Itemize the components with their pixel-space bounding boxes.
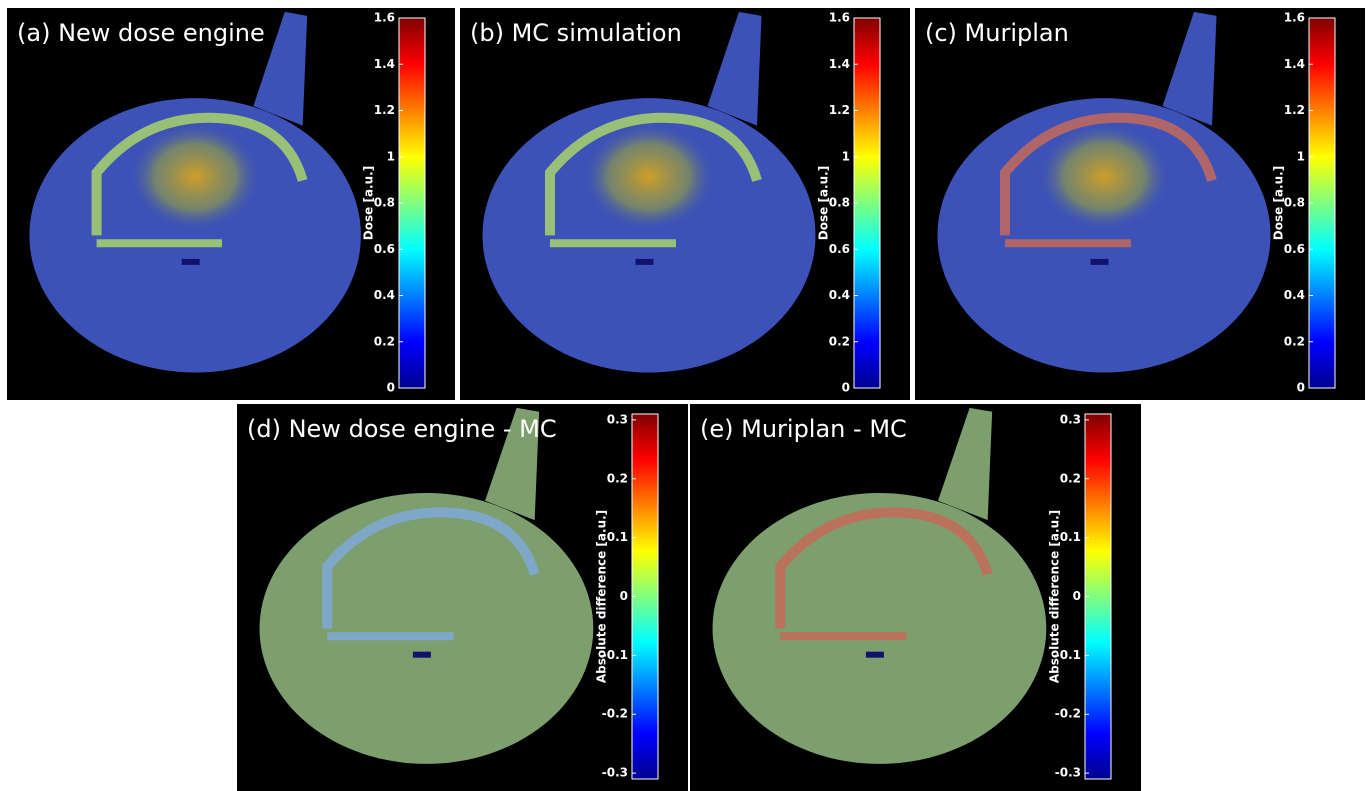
panel: (c) Muriplan 0 0.2 0.4 0.6 0.8 1 1.2 1.4 1.6 Dose … (915, 8, 1365, 400)
colorbar-tick-label: 0.4 (1284, 288, 1305, 302)
colorbar-tick-label: 1.6 (374, 11, 395, 25)
colorbar-tick-label: 0.2 (1284, 334, 1305, 348)
colorbar-label: Absolute difference [a.u.] (1048, 510, 1062, 683)
colorbar-tick-label: 0.8 (1284, 196, 1305, 210)
colorbar-tick-label: 1.2 (1284, 103, 1305, 117)
colorbar-tick-label: 0.8 (374, 196, 395, 210)
colorbar-tick-label: 1.6 (1284, 11, 1305, 25)
colorbar-label: Dose [a.u.] (817, 166, 831, 240)
colorbar-tick-label: 0.8 (829, 196, 850, 210)
colorbar-tick-label: 1.4 (1284, 57, 1305, 71)
colorbar-tick-label: 0 (387, 381, 395, 395)
colorbar-tick-label: 0.3 (1060, 412, 1081, 426)
head (713, 493, 1047, 764)
panel-title: (e) Muriplan - MC (700, 415, 907, 443)
colorbar-tick-label: 1.2 (374, 103, 395, 117)
colorbar-tick-label: 0.2 (1060, 471, 1081, 485)
cavity (182, 259, 200, 265)
colorbar-tick-label: 0.4 (374, 288, 395, 302)
dose-core (128, 122, 262, 232)
colorbar-tick-label: 0.2 (829, 334, 850, 348)
panel-title: (c) Muriplan (925, 19, 1069, 47)
panel: (d) New dose engine - MC-0.3-0.2-0.100.1… (237, 404, 688, 791)
colorbar-tick-label: 1.2 (829, 103, 850, 117)
colorbar-tick-label: -0.2 (602, 707, 628, 721)
colorbar-tick-label: 0.2 (607, 471, 628, 485)
colorbar-tick-label: 0.6 (829, 242, 850, 256)
colorbar-tick-label: 0 (1073, 589, 1081, 603)
colorbar-tick-label: 1 (1297, 149, 1305, 163)
dose-core (582, 122, 717, 232)
head (260, 493, 594, 764)
colorbar-tick-label: 1.4 (374, 57, 395, 71)
colorbar-label: Dose [a.u.] (362, 166, 376, 240)
panel-title: (d) New dose engine - MC (247, 415, 557, 443)
colorbar-tick-label: 0 (620, 589, 628, 603)
colorbar-tick-label: 0 (842, 381, 850, 395)
colorbar-tick-label: 0.1 (607, 530, 628, 544)
colorbar-tick-label: 0.3 (607, 412, 628, 426)
colorbar-tick-label: 0 (1297, 381, 1305, 395)
colorbar-tick-label: 1 (387, 149, 395, 163)
colorbar-label: Absolute difference [a.u.] (595, 510, 609, 683)
dose-core (1037, 122, 1172, 232)
cavity (636, 259, 654, 265)
panel-title: (a) New dose engine (17, 19, 265, 47)
cavity (413, 652, 431, 658)
colorbar-tick-label: 0.1 (1060, 530, 1081, 544)
panel: (e) Muriplan - MC-0.3-0.2-0.100.10.20.3A… (690, 404, 1141, 791)
colorbar-label: Dose [a.u.] (1272, 166, 1286, 240)
colorbar-tick-label: 1.4 (829, 57, 850, 71)
panel: (a) New dose engine 0 0.2 0.4 0.6 0.8 1 1.2 1.4 1… (7, 8, 455, 400)
colorbar-tick-label: 0.4 (829, 288, 850, 302)
colorbar-tick-label: 0.6 (374, 242, 395, 256)
colorbar-tick-label: 0.6 (1284, 242, 1305, 256)
panel: (b) MC simulation 0 0.2 0.4 0.6 0.8 1 1.2 1.4 1.6… (460, 8, 910, 400)
colorbar-tick-label: -0.3 (602, 766, 628, 780)
colorbar-tick-label: 1.6 (829, 11, 850, 25)
colorbar-tick-label: 0.2 (374, 334, 395, 348)
cavity (866, 652, 884, 658)
figure: (a) New dose engine 0 0.2 0.4 0.6 0.8 1 1.2 1.4 1… (0, 0, 1371, 791)
colorbar-tick-label: -0.3 (1055, 766, 1081, 780)
colorbar-tick-label: -0.2 (1055, 707, 1081, 721)
cavity (1091, 259, 1109, 265)
panel-title: (b) MC simulation (470, 19, 682, 47)
colorbar-tick-label: 1 (842, 149, 850, 163)
